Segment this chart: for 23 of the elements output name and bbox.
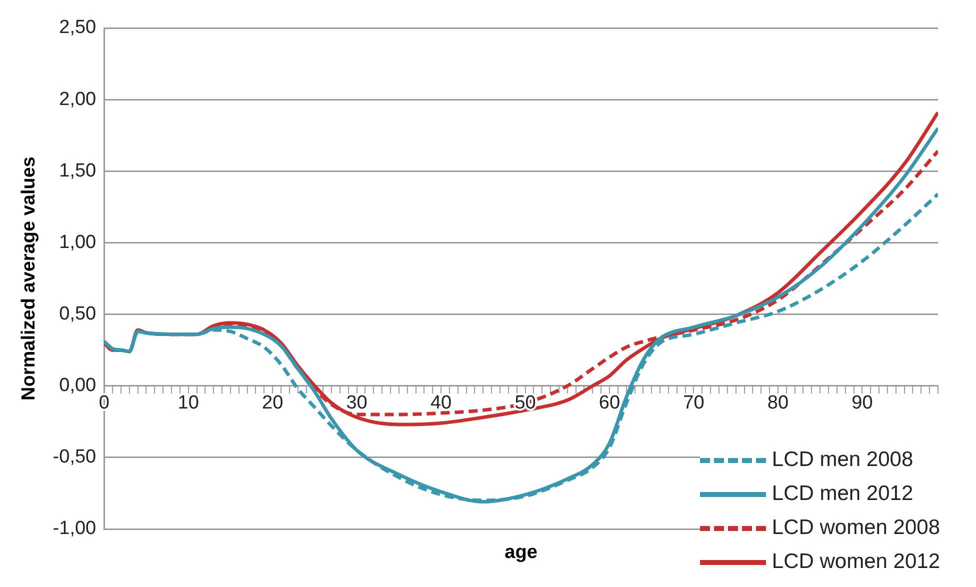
legend-label: LCD women 2012: [772, 549, 940, 575]
x-tick-label: 60: [598, 392, 620, 414]
legend-label: LCD men 2012: [772, 481, 914, 507]
x-tick-label: 90: [852, 392, 873, 414]
legend-label: LCD women 2008: [772, 515, 940, 541]
x-tick-label: 80: [767, 392, 789, 414]
x-tick-label: 40: [430, 392, 452, 414]
x-tick-label: 30: [346, 392, 368, 414]
legend-label: LCD men 2008: [772, 447, 914, 473]
y-tick-label: 2,00: [59, 88, 96, 110]
y-axis-title: Normalized average values: [18, 156, 40, 400]
y-tick-label: 0,50: [59, 304, 96, 325]
y-tick-label: 1,50: [59, 160, 96, 182]
x-tick-label: 0: [98, 392, 110, 414]
x-tick-label: 20: [262, 392, 284, 414]
x-axis-title: age: [504, 542, 538, 564]
y-tick-label: 2,50: [59, 17, 96, 38]
x-tick-label: 10: [178, 392, 199, 414]
y-tick-label: 0,00: [59, 375, 96, 396]
y-tick-label: -0,50: [52, 446, 96, 468]
y-tick-label: 1,00: [59, 232, 96, 253]
x-tick-label: 70: [683, 392, 704, 414]
y-tick-label: -1,00: [52, 518, 96, 540]
